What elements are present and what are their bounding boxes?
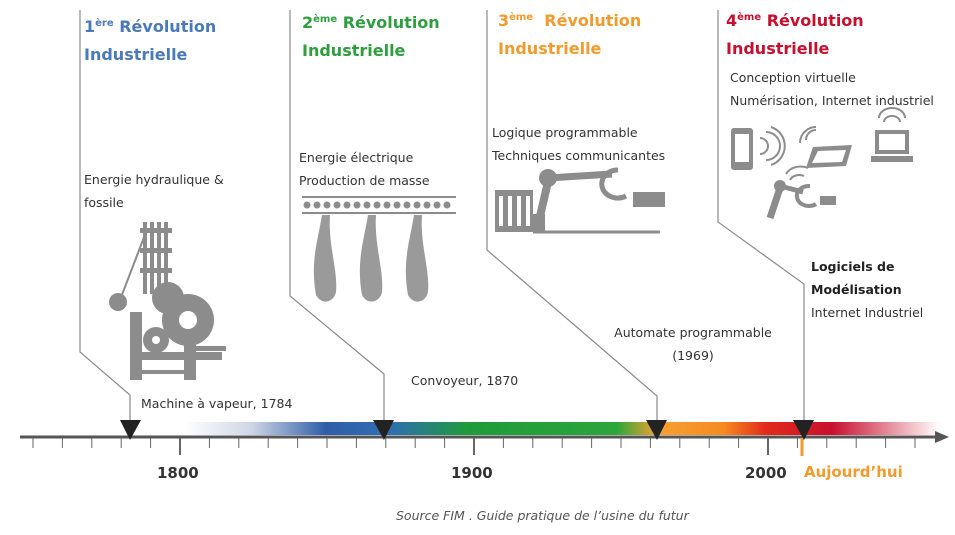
event-steam-machine: Machine à vapeur, 1784 <box>141 396 293 411</box>
revolution-2-title: 2ème Révolution Industrielle <box>302 13 440 60</box>
revolution-4-title: 4ème Révolution Industrielle <box>726 11 864 58</box>
revolution-4-description: Conception virtuelle Numérisation, Intern… <box>730 70 934 108</box>
timeline-arrow-head <box>935 431 949 443</box>
event-conveyor: Convoyeur, 1870 <box>411 373 519 388</box>
conveyor-icon <box>302 196 456 302</box>
robot-arm-icon <box>495 167 665 234</box>
year-label-1800: 1800 <box>157 464 199 482</box>
revolution-1-description: Energie hydraulique & fossile <box>84 172 224 210</box>
event-marker-1 <box>120 420 141 440</box>
timeline-ticks <box>32 438 916 455</box>
connected-devices-icon <box>731 107 913 220</box>
event-marker-3 <box>646 420 667 440</box>
leader-line-3 <box>486 10 658 420</box>
revolution-3-description: Logique programmable Techniques communica… <box>492 125 666 163</box>
timeline-color-band <box>110 422 940 435</box>
revolution-1-title: 1ère Révolution Industrielle <box>84 17 217 64</box>
today-label: Aujourd’hui <box>804 463 903 481</box>
event-marker-4 <box>793 420 814 440</box>
year-label-2000: 2000 <box>745 464 787 482</box>
revolution-2-description: Energie électrique Production de masse <box>299 150 430 188</box>
leader-line-4 <box>717 10 805 420</box>
event-modeling-software: Logiciels de Modélisation Internet Indus… <box>811 259 924 320</box>
leader-line-2 <box>289 10 385 420</box>
event-plc: Automate programmable (1969) <box>614 325 772 363</box>
event-marker-2 <box>373 420 394 440</box>
revolution-3-title: 3ème Révolution Industrielle <box>498 11 642 58</box>
source-caption: Source FIM . Guide pratique de l’usine d… <box>396 508 689 523</box>
steam-machine-icon <box>109 222 226 380</box>
year-label-1900: 1900 <box>451 464 493 482</box>
leader-line-1 <box>79 10 131 420</box>
